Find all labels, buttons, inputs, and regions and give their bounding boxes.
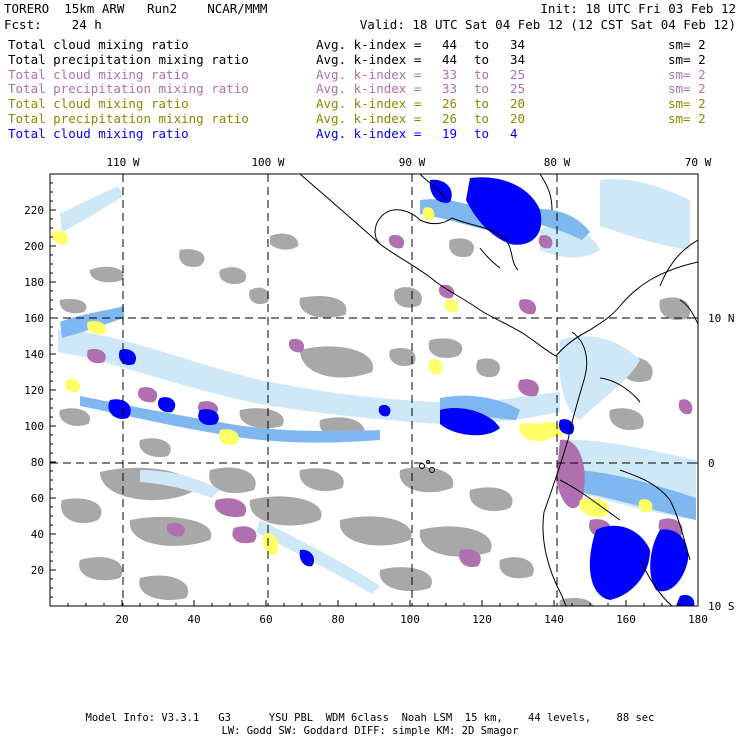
legend-to-word: to bbox=[474, 96, 490, 112]
graticule bbox=[50, 174, 698, 606]
x-tick-label: 160 bbox=[616, 613, 636, 626]
legend-smoothing: sm= 2 bbox=[668, 81, 706, 97]
legend-kindex-label: Avg. k-index = bbox=[316, 111, 422, 126]
legend-from: 26 bbox=[442, 96, 458, 112]
legend-field: Total precipitation mixing ratio bbox=[8, 81, 249, 97]
x-tick-label: 60 bbox=[259, 613, 272, 626]
legend-kindex-label: Avg. k-index = bbox=[316, 66, 422, 82]
x-tick-label: 20 bbox=[115, 613, 128, 626]
longitude-label: 100 W bbox=[251, 156, 284, 169]
legend-to-word: to bbox=[474, 37, 490, 52]
legend-kindex-label: Avg. k-index = bbox=[316, 125, 422, 141]
y-tick-label: 20 bbox=[31, 564, 44, 577]
legend-row: Total precipitation mixing ratio Avg. k-i… bbox=[8, 81, 738, 96]
valid-time: Valid: 18 UTC Sat 04 Feb 12 (12 CST Sat … bbox=[359, 17, 736, 32]
legend-row: Total precipitation mixing ratio Avg. k-i… bbox=[8, 52, 738, 67]
legend-to: 4 bbox=[510, 125, 518, 141]
latitude-label: 0 bbox=[708, 457, 715, 470]
y-tick-label: 160 bbox=[24, 312, 44, 325]
longitude-label: 80 W bbox=[544, 156, 571, 169]
legend-to-word: to bbox=[474, 81, 490, 97]
x-tick-label: 100 bbox=[400, 613, 420, 626]
legend-field: Total cloud mixing ratio bbox=[8, 66, 189, 82]
legend-kindex-label: Avg. k-index = bbox=[316, 51, 422, 67]
legend-from: 33 bbox=[442, 81, 458, 97]
model-title: TORERO 15km ARW Run2 NCAR/MMM bbox=[4, 1, 268, 16]
mid-blue-cloud-areas bbox=[60, 199, 696, 520]
legend-to-word: to bbox=[474, 111, 490, 126]
yellow-precip-areas bbox=[51, 207, 653, 555]
legend-to: 34 bbox=[510, 37, 526, 52]
legend-to-word: to bbox=[474, 125, 490, 141]
model-info-line1: Model Info: V3.3.1 G3 YSU PBL WDM 6class… bbox=[85, 712, 655, 724]
legend-to: 34 bbox=[510, 51, 526, 67]
legend-to-word: to bbox=[474, 66, 490, 82]
latitude-label: 10 S bbox=[708, 600, 735, 613]
init-time: Init: 18 UTC Fri 03 Feb 12 bbox=[540, 1, 736, 16]
y-tick-label: 220 bbox=[24, 204, 44, 217]
y-tick-label: 60 bbox=[31, 492, 44, 505]
legend-row: Total cloud mixing ratio Avg. k-index = 19… bbox=[8, 126, 738, 141]
legend-to: 20 bbox=[510, 96, 526, 112]
legend-to: 20 bbox=[510, 111, 526, 126]
legend-field: Total precipitation mixing ratio bbox=[8, 51, 249, 67]
legend-from: 19 bbox=[442, 125, 458, 141]
x-tick-label: 40 bbox=[187, 613, 200, 626]
legend-from: 44 bbox=[442, 51, 458, 67]
legend-field: Total cloud mixing ratio bbox=[8, 37, 189, 52]
legend-field: Total cloud mixing ratio bbox=[8, 125, 189, 141]
legend-field: Total cloud mixing ratio bbox=[8, 96, 189, 112]
legend-smoothing: sm= 2 bbox=[668, 111, 706, 126]
legend-from: 33 bbox=[442, 66, 458, 82]
forecast-hour: Fcst: 24 h bbox=[4, 17, 102, 32]
x-tick-label: 120 bbox=[472, 613, 492, 626]
legend-row: Total cloud mixing ratio Avg. k-index = 44… bbox=[8, 37, 738, 52]
y-tick-label: 120 bbox=[24, 384, 44, 397]
gray-cloud-areas bbox=[59, 233, 691, 606]
legend-row: Total cloud mixing ratio Avg. k-index = 33… bbox=[8, 67, 738, 82]
axis-ticks bbox=[50, 174, 699, 607]
dark-blue-cloud-areas bbox=[108, 177, 695, 606]
legend-row: Total cloud mixing ratio Avg. k-index = 26… bbox=[8, 96, 738, 111]
legend-from: 26 bbox=[442, 111, 458, 126]
legend-smoothing: sm= 2 bbox=[668, 37, 706, 52]
y-tick-label: 140 bbox=[24, 348, 44, 361]
legend-to-word: to bbox=[474, 51, 490, 67]
y-tick-label: 40 bbox=[31, 528, 44, 541]
legend-smoothing: sm= 2 bbox=[668, 66, 706, 82]
legend-kindex-label: Avg. k-index = bbox=[316, 37, 422, 52]
latitude-label: 10 N bbox=[708, 312, 735, 325]
longitude-label: 70 W bbox=[685, 156, 712, 169]
legend-field: Total precipitation mixing ratio bbox=[8, 111, 249, 126]
legend-row: Total precipitation mixing ratio Avg. k-i… bbox=[8, 111, 738, 126]
x-tick-label: 180 bbox=[688, 613, 708, 626]
longitude-label: 90 W bbox=[399, 156, 426, 169]
y-tick-label: 200 bbox=[24, 240, 44, 253]
legend-to: 25 bbox=[510, 66, 526, 82]
legend-smoothing: sm= 2 bbox=[668, 96, 706, 112]
x-tick-label: 140 bbox=[544, 613, 564, 626]
legend-smoothing: sm= 2 bbox=[668, 51, 706, 67]
model-info-line2: LW: Godd SW: Goddard DIFF: simple KM: 2D… bbox=[221, 725, 519, 737]
x-tick-label: 80 bbox=[331, 613, 344, 626]
legend-kindex-label: Avg. k-index = bbox=[316, 81, 422, 97]
legend-from: 44 bbox=[442, 37, 458, 52]
y-tick-label: 80 bbox=[31, 456, 44, 469]
legend-kindex-label: Avg. k-index = bbox=[316, 96, 422, 112]
y-tick-label: 100 bbox=[24, 420, 44, 433]
longitude-label: 110 W bbox=[106, 156, 139, 169]
axis-labels: 2040608010012014016018020022024026028030… bbox=[24, 156, 735, 626]
coastlines bbox=[299, 174, 698, 606]
y-tick-label: 180 bbox=[24, 276, 44, 289]
legend-to: 25 bbox=[510, 81, 526, 97]
